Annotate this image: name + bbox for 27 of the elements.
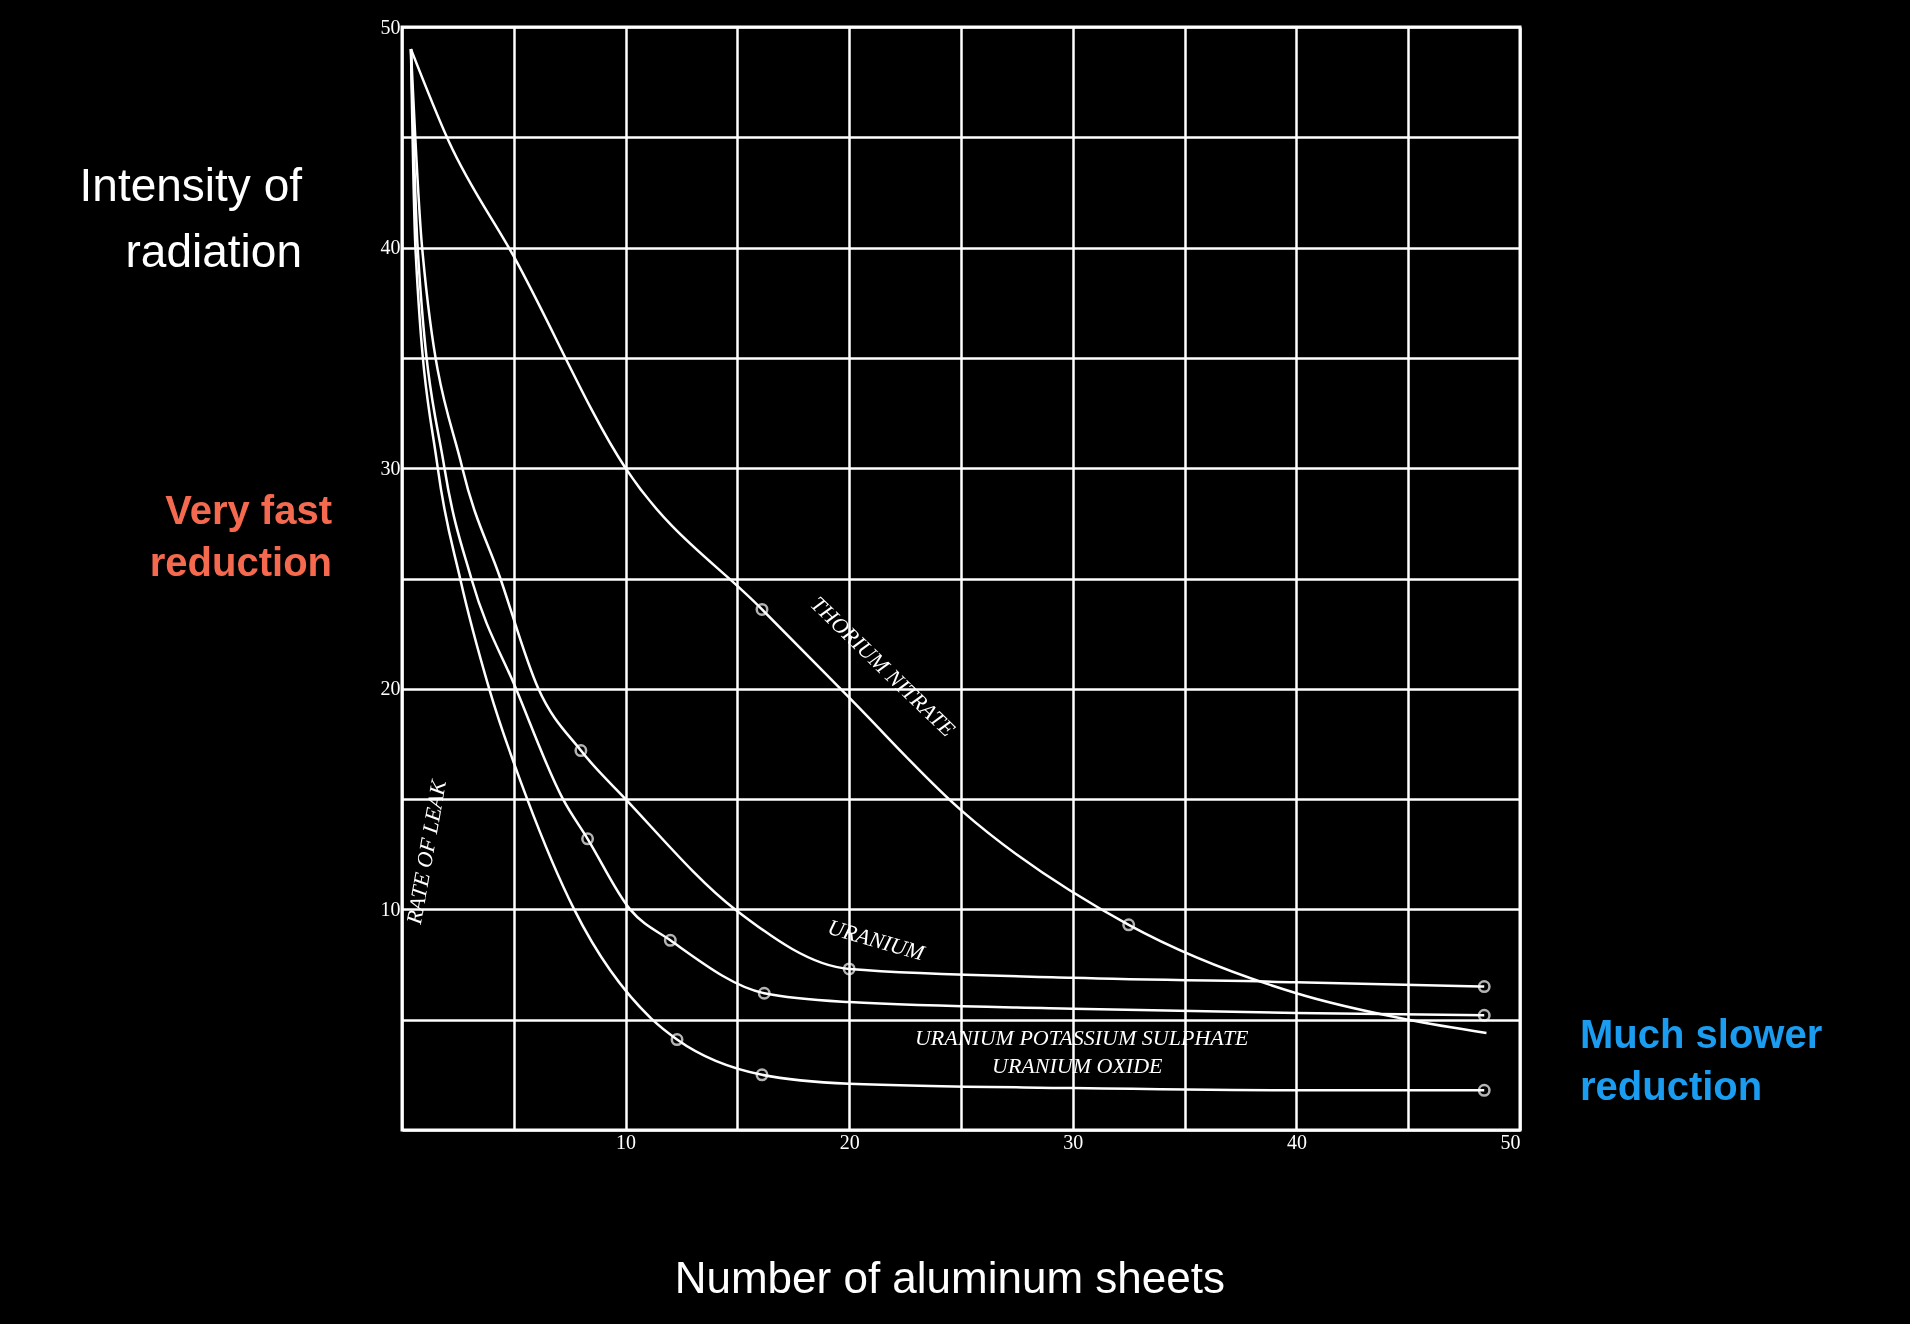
point — [757, 986, 771, 1000]
point — [1477, 1008, 1491, 1022]
point — [670, 1033, 684, 1047]
x-tick-label: 10 — [616, 1130, 637, 1153]
y-axis-title: Intensity of radiation — [79, 159, 303, 277]
text: Much slower reduction — [1580, 1012, 1823, 1109]
x-tick-label: 30 — [1063, 1130, 1084, 1153]
annotation: RATE OF LEAK — [400, 776, 452, 927]
text: Very fast reduction — [149, 488, 332, 585]
point — [842, 962, 856, 976]
y-tick-label: 10 — [380, 897, 401, 920]
point — [581, 832, 595, 846]
y-tick-label: 30 — [380, 456, 401, 479]
point — [1477, 1083, 1491, 1097]
x-tick-label: 40 — [1286, 1130, 1307, 1153]
x-tick-label: 20 — [839, 1130, 860, 1153]
point — [663, 933, 677, 947]
y-tick-label: 50 — [380, 15, 401, 38]
y-tick-label: 40 — [380, 236, 401, 259]
y-tick-label: 20 — [380, 677, 401, 700]
point — [574, 744, 588, 758]
point — [1122, 918, 1136, 932]
point — [755, 602, 769, 616]
x-axis-title: Number of aluminum sheets — [674, 1253, 1225, 1302]
point — [755, 1068, 769, 1082]
point — [1477, 980, 1491, 994]
x-tick-label: 50 — [1500, 1130, 1521, 1153]
